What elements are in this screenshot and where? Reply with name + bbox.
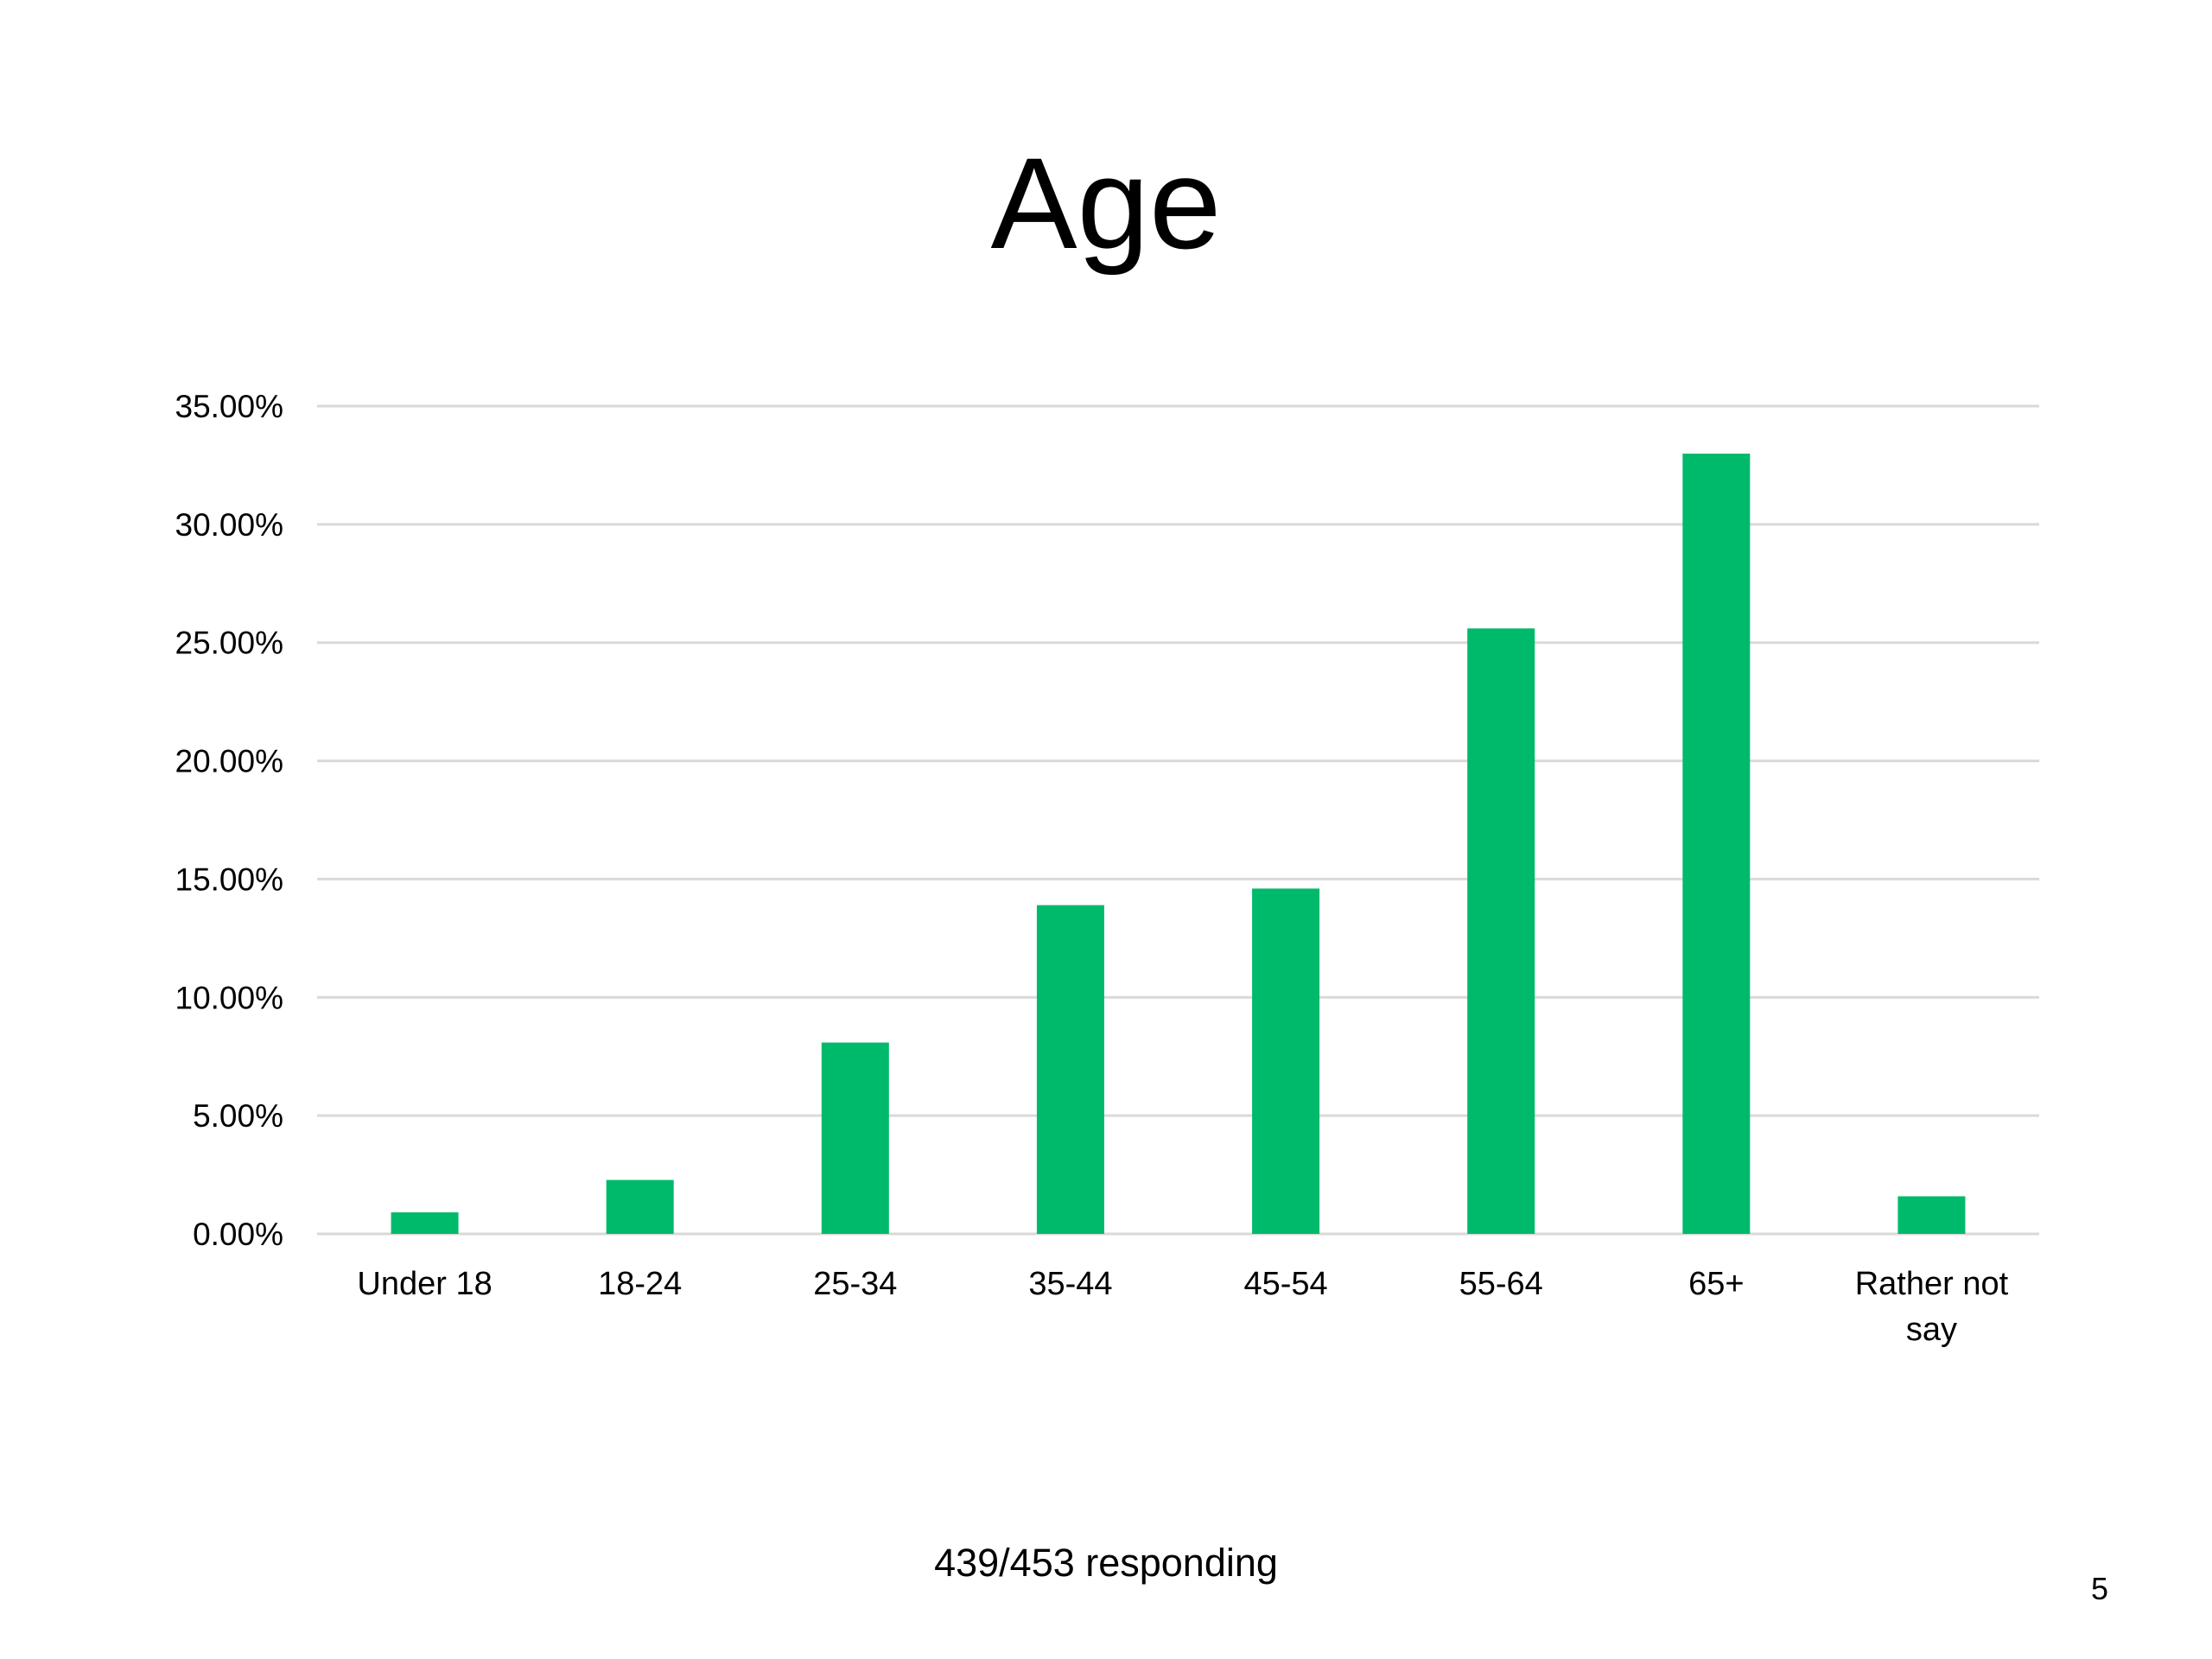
x-tick-label: Rather not say [1855,1266,2009,1348]
x-tick-label-line: Rather not [1855,1266,2009,1302]
bar [606,1179,674,1234]
x-tick-label: 45-54 [1243,1266,1327,1302]
y-tick-label: 10.00% [175,980,284,1015]
y-tick-label: 30.00% [175,507,284,543]
y-tick-label: 5.00% [193,1098,283,1134]
x-tick-label-line: 35-44 [1028,1266,1112,1302]
x-tick-label: 25-34 [813,1266,897,1302]
x-tick-label-line: say [1906,1312,1957,1348]
x-tick-label-line: 18-24 [598,1266,682,1302]
bar [1467,628,1535,1234]
x-tick-label-line: 65+ [1688,1266,1744,1302]
bars [391,454,1966,1234]
y-tick-label: 25.00% [175,626,284,661]
y-tick-label: 15.00% [175,861,284,897]
slide-title: Age [990,130,1222,276]
x-tick-label: 65+ [1688,1266,1744,1302]
bar [821,1042,889,1234]
y-tick-label: 0.00% [193,1217,283,1252]
x-tick-label: 55-64 [1459,1266,1543,1302]
y-axis-ticks: 0.00% 5.00% 10.00% 15.00% 20.00% 25.00% 30.00%… [175,389,284,1252]
x-axis-labels: Under 18 18-24 25-34 35-44 45-54 55-64 65+ Rath… [357,1266,2008,1348]
bar [1682,454,1751,1234]
x-tick-label-line: Under 18 [357,1266,492,1302]
y-tick-label: 20.00% [175,744,284,779]
responding-note: 439/453 responding [934,1541,1278,1585]
x-tick-label: 18-24 [598,1266,682,1302]
x-tick-label-line: 45-54 [1243,1266,1327,1302]
x-tick-label-line: 25-34 [813,1266,897,1302]
bar [391,1212,459,1234]
bar [1036,905,1104,1234]
x-tick-label: Under 18 [357,1266,492,1302]
x-tick-label: 35-44 [1028,1266,1112,1302]
x-tick-label-line: 55-64 [1459,1266,1543,1302]
gridlines [317,404,2039,1236]
bar [1252,888,1320,1234]
page-number: 5 [2090,1571,2108,1606]
y-tick-label: 35.00% [175,389,284,424]
bar [1897,1196,1966,1234]
